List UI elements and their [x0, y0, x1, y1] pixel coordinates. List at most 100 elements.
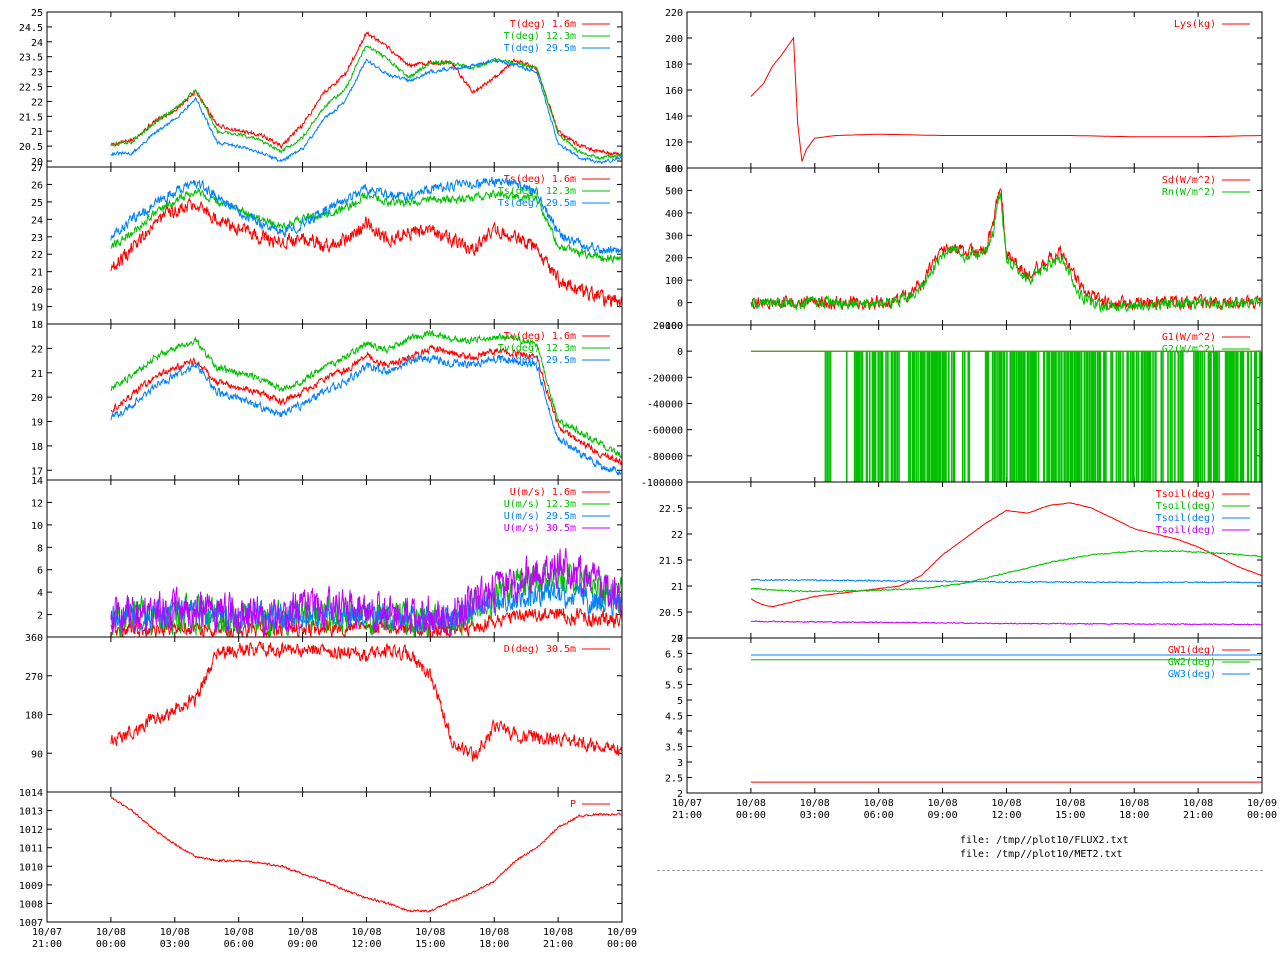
x-tick-time: 12:00: [991, 810, 1021, 821]
legend-label: U(m/s) 30.5m: [504, 523, 576, 534]
y-tick-label: 100: [665, 276, 683, 287]
x-tick-time: 15:00: [1055, 810, 1085, 821]
y-tick-label: 160: [665, 86, 683, 97]
series-line-0: [750, 36, 1262, 162]
y-tick-label: 19: [31, 303, 43, 314]
y-tick-label: 1010: [19, 862, 43, 873]
y-tick-label: 0: [677, 299, 683, 310]
legend-label: GW3(deg): [1168, 669, 1216, 680]
x-tick-date: 10/08: [160, 927, 190, 938]
legend-label: T(deg) 1.6m: [510, 19, 576, 30]
series-line-2: [110, 354, 622, 476]
y-tick-label: 25: [31, 8, 43, 19]
y-tick-label: -100000: [641, 478, 683, 489]
y-tick-label: 18: [31, 320, 43, 331]
panel-frame-5: [46, 791, 623, 923]
series-line-2: [750, 578, 1262, 584]
y-tick-label: 0: [677, 347, 683, 358]
x-tick-time: 09:00: [288, 939, 318, 950]
y-tick-label: 22: [31, 97, 43, 108]
y-tick-label: 5: [677, 696, 683, 707]
legend-label: Rn(W/m^2): [1162, 187, 1216, 198]
y-tick-label: 6: [677, 665, 683, 676]
y-tick-label: 21: [31, 369, 43, 380]
x-tick-time: 15:00: [415, 939, 445, 950]
x-tick-time: 00:00: [736, 810, 766, 821]
y-tick-label: 4: [677, 727, 683, 738]
y-tick-label: 1007: [19, 918, 43, 929]
y-tick-label: 1013: [19, 807, 43, 818]
y-tick-label: 300: [665, 231, 683, 242]
series-line-1: [110, 329, 622, 458]
legend-label: T(deg) 29.5m: [504, 43, 576, 54]
y-tick-label: 5.5: [665, 681, 683, 692]
legend-label: D(deg) 30.5m: [504, 644, 576, 655]
legend-label: P: [570, 799, 576, 810]
legend-label: Tsoil(deg): [1156, 489, 1216, 500]
legend-label: Ts(deg) 12.3m: [498, 186, 576, 197]
series-line-2: [110, 57, 622, 164]
y-tick-label: 24: [31, 215, 43, 226]
y-tick-label: 90: [31, 749, 43, 760]
panel-frame-6: [686, 11, 1263, 169]
x-tick-date: 10/08: [736, 798, 766, 809]
y-tick-label: 2: [677, 789, 683, 800]
y-tick-label: 12: [31, 498, 43, 509]
y-tick-label: 4: [37, 588, 43, 599]
file-label-flux: file: /tmp//plot10/FLUX2.txt: [960, 835, 1129, 846]
legend-label: Ts(deg) 1.6m: [504, 174, 576, 185]
y-tick-label: 21: [671, 582, 683, 593]
y-tick-label: 23.5: [19, 53, 43, 64]
y-tick-label: 26: [31, 180, 43, 191]
x-tick-time: 00:00: [96, 939, 126, 950]
y-tick-label: 24: [31, 38, 43, 49]
legend-label: GW2(deg): [1168, 657, 1216, 668]
x-tick-time: 18:00: [479, 939, 509, 950]
y-tick-label: 22.5: [659, 504, 683, 515]
x-tick-date: 10/09: [607, 927, 637, 938]
y-tick-label: 3.5: [665, 743, 683, 754]
x-tick-date: 10/08: [800, 798, 830, 809]
series-line-2: [110, 176, 622, 255]
series-line-0: [110, 31, 622, 158]
file-list: file: /tmp//plot10/FLUX2.txt file: /tmp/…: [960, 834, 1129, 862]
x-tick-time: 12:00: [351, 939, 381, 950]
y-tick-label: 140: [665, 112, 683, 123]
x-tick-date: 10/08: [224, 927, 254, 938]
x-tick-date: 10/08: [479, 927, 509, 938]
y-tick-label: 21.5: [659, 556, 683, 567]
y-tick-label: 7: [677, 634, 683, 645]
legend-label: Tsoil(deg): [1156, 501, 1216, 512]
y-tick-label: 360: [25, 633, 43, 644]
y-tick-label: -80000: [647, 452, 683, 463]
y-tick-label: 17: [31, 466, 43, 477]
y-tick-label: 1008: [19, 899, 43, 910]
legend-label: G1(W/m^2): [1162, 332, 1216, 343]
x-tick-date: 10/07: [32, 927, 62, 938]
x-tick-date: 10/08: [288, 927, 318, 938]
y-tick-label: 120: [665, 138, 683, 149]
file-label-met: file: /tmp//plot10/MET2.txt: [960, 849, 1123, 860]
y-tick-label: 180: [25, 711, 43, 722]
series-line-0: [110, 344, 622, 466]
legend-label: Sd(W/m^2): [1162, 175, 1216, 186]
y-tick-label: 1011: [19, 844, 43, 855]
x-tick-date: 10/08: [351, 927, 381, 938]
y-tick-label: 25: [31, 198, 43, 209]
y-tick-label: 22: [31, 344, 43, 355]
y-tick-label: -100: [659, 321, 683, 332]
legend-label: Tv(deg) 29.5m: [498, 355, 576, 366]
x-tick-date: 10/08: [991, 798, 1021, 809]
x-tick-date: 10/08: [1055, 798, 1085, 809]
x-tick-time: 06:00: [224, 939, 254, 950]
y-tick-label: 2: [37, 611, 43, 622]
y-tick-label: 20: [31, 285, 43, 296]
y-tick-label: 23: [31, 68, 43, 79]
y-tick-label: 22.5: [19, 83, 43, 94]
y-tick-label: 6.5: [665, 650, 683, 661]
y-tick-label: 20000: [653, 321, 683, 332]
y-tick-label: 22: [671, 530, 683, 541]
legend-label: Tsoil(deg): [1156, 525, 1216, 536]
series-line-1: [110, 560, 622, 637]
